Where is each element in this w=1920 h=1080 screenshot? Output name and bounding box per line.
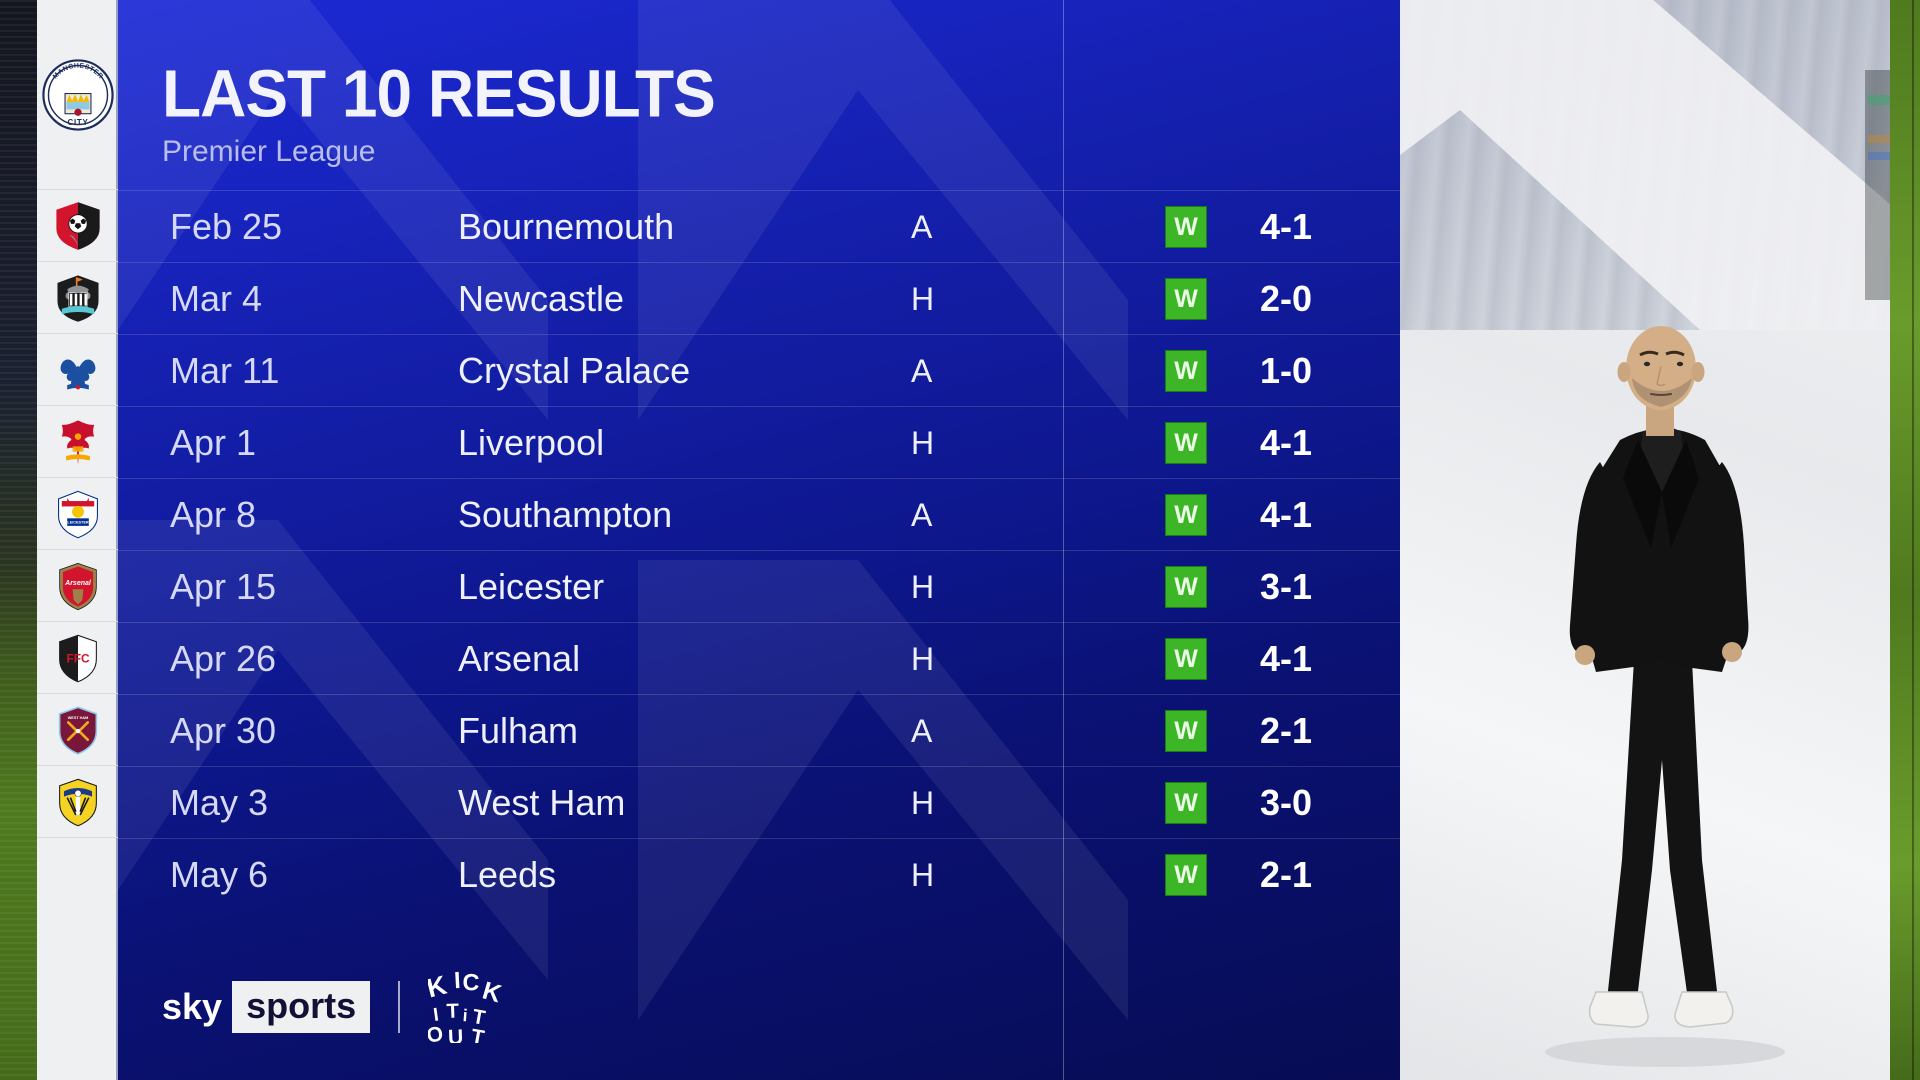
svg-text:Arsenal: Arsenal bbox=[64, 579, 92, 586]
svg-text:K: K bbox=[428, 971, 450, 1003]
svg-text:WEST HAM: WEST HAM bbox=[67, 716, 88, 720]
svg-text:I: I bbox=[454, 971, 462, 993]
svg-text:LEICESTER: LEICESTER bbox=[67, 520, 88, 524]
svg-text:C: C bbox=[462, 971, 480, 995]
svg-text:K: K bbox=[479, 976, 504, 1008]
svg-text:i: i bbox=[462, 1005, 468, 1025]
svg-text:T: T bbox=[446, 1000, 460, 1022]
svg-text:FFC: FFC bbox=[66, 651, 90, 665]
svg-text:U: U bbox=[448, 1026, 464, 1043]
svg-text:T: T bbox=[469, 1025, 486, 1043]
svg-text:CITY: CITY bbox=[67, 118, 88, 127]
svg-text:I: I bbox=[432, 1003, 440, 1025]
svg-text:O: O bbox=[428, 1022, 445, 1043]
